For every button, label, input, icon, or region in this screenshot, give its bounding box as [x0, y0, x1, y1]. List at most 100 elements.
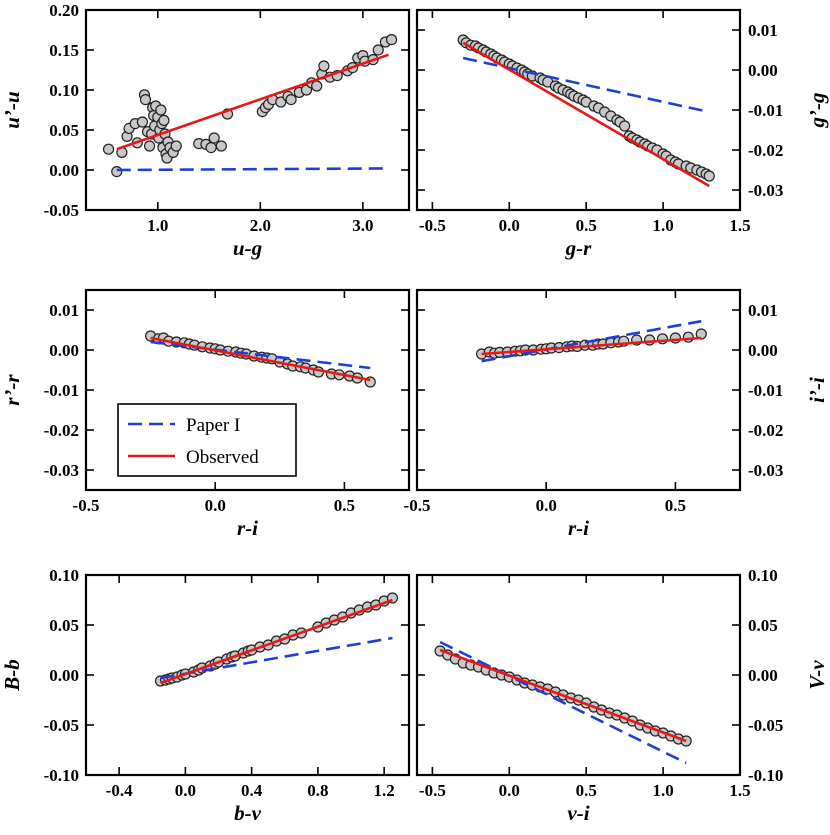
x-tick-label: 1.0: [652, 781, 673, 800]
plot-frame: [84, 573, 411, 777]
data-layer: [434, 640, 692, 765]
data-point: [143, 140, 156, 152]
plot-frame: [84, 288, 411, 492]
y-tick-label: -0.02: [748, 421, 783, 440]
data-point: [385, 33, 398, 46]
data-point: [372, 44, 384, 56]
x-tick-label: 0.8: [307, 781, 328, 800]
data-point: [215, 140, 227, 152]
y-tick-label: 0.01: [49, 301, 79, 320]
x-tick-label: 1.5: [729, 216, 750, 235]
x-tick-label: 0.0: [499, 216, 520, 235]
y-axis-label: V-v: [805, 660, 829, 690]
x-axis-label: g-r: [565, 236, 592, 260]
data-point: [682, 331, 694, 343]
x-tick-label: -0.5: [73, 496, 100, 515]
y-tick-label: 0.15: [49, 41, 79, 60]
y-axis-label: g’-g: [805, 93, 829, 129]
y-tick-label: -0.05: [44, 716, 79, 735]
y-tick-label: 0.00: [748, 666, 778, 685]
y-tick-label: 0.20: [49, 1, 79, 20]
data-point: [111, 166, 123, 178]
x-axis-label: r-i: [568, 516, 589, 540]
observed-fit-line: [439, 648, 687, 743]
data-point: [275, 96, 287, 108]
data-point: [139, 93, 152, 106]
y-tick-label: -0.01: [748, 101, 783, 120]
legend-paper-label: Paper I: [186, 415, 240, 436]
x-tick-label: -0.4: [106, 781, 133, 800]
data-point: [136, 116, 148, 128]
observed-fit-line: [481, 336, 702, 356]
x-tick-label: 1.5: [729, 781, 750, 800]
y-tick-label: -0.10: [44, 766, 79, 785]
x-tick-label: 0.4: [241, 781, 263, 800]
y-tick-label: -0.05: [44, 201, 79, 220]
y-tick-label: 0.00: [49, 161, 79, 180]
x-axis-label: r-i: [237, 516, 258, 540]
data-layer: [102, 33, 398, 178]
y-tick-label: 0.10: [49, 566, 79, 585]
legend: Paper I Observed: [117, 403, 297, 477]
y-tick-label: 0.00: [49, 666, 79, 685]
y-tick-label: 0.10: [748, 566, 778, 585]
panel-gr: -0.5 0.0 0.5 1.0 1.5 -0.03 -0.02 -0.01 0.00 0.01 g…: [415, 8, 829, 260]
data-point: [669, 332, 682, 344]
x-tick-label: 0.0: [499, 781, 520, 800]
data-point: [285, 93, 297, 106]
data-layer: [154, 592, 399, 687]
y-axis-label: i’-i: [805, 377, 829, 403]
plot-frame: [415, 573, 742, 777]
x-tick-label: 0.5: [334, 496, 355, 515]
plot-frame: [415, 288, 742, 492]
panel-ri_left: -0.5 0.0 0.5 -0.03 -0.02 -0.01 0.00 0.01 r-i r’-r: [0, 288, 411, 540]
y-tick-label: 0.10: [49, 81, 79, 100]
x-tick-label: -0.5: [419, 781, 446, 800]
x-tick-label: 0.0: [175, 781, 196, 800]
x-tick-label: 0.0: [536, 496, 557, 515]
y-tick-label: -0.03: [748, 461, 783, 480]
data-point: [170, 140, 182, 152]
data-point: [155, 104, 167, 116]
paper-i-line: [439, 640, 687, 765]
paper-i-line: [116, 167, 389, 172]
paper-i-line: [150, 340, 371, 370]
x-tick-label: 0.0: [205, 496, 226, 515]
panel-ug: 1.0 2.0 3.0 -0.05 0.00 0.05 0.10 0.15 0.20 u-g u’-…: [0, 1, 411, 260]
data-point: [208, 132, 220, 144]
y-tick-label: 0.01: [748, 301, 778, 320]
y-tick-label: -0.01: [748, 381, 783, 400]
paper-i-line: [160, 636, 393, 680]
panel-ri_right: -0.5 0.0 0.5 -0.03 -0.02 -0.01 0.00 0.01 r-i i’-i: [404, 288, 829, 540]
paper-i-line: [481, 319, 702, 363]
data-point: [158, 114, 170, 127]
y-tick-label: 0.01: [748, 21, 778, 40]
data-point: [102, 143, 115, 155]
x-axis-label: u-g: [233, 236, 262, 260]
x-tick-label: 3.0: [352, 216, 373, 235]
y-tick-label: 0.05: [748, 616, 778, 635]
panel-bv: -0.4 0.0 0.4 0.8 1.2 -0.10 -0.05 0.00 0.05 0.10 b-…: [0, 566, 411, 825]
x-tick-label: 0.5: [576, 216, 597, 235]
x-axis-label: v-i: [567, 801, 589, 825]
observed-fit-line: [116, 53, 389, 151]
x-axis-label: b-v: [234, 801, 261, 825]
y-tick-label: 0.05: [49, 121, 79, 140]
data-layer: [145, 330, 376, 388]
plot-frame: [415, 8, 742, 212]
data-point: [205, 142, 217, 154]
x-tick-label: -0.5: [404, 496, 431, 515]
x-tick-label: 0.5: [576, 781, 597, 800]
observed-fit-line: [150, 336, 371, 382]
y-axis-label: u’-u: [0, 91, 24, 128]
observed-fit-line: [160, 598, 393, 685]
plot-frame: [84, 8, 411, 212]
data-point: [703, 170, 715, 182]
data-point: [311, 80, 323, 92]
y-tick-label: 0.00: [748, 341, 778, 360]
y-tick-label: -0.03: [748, 181, 783, 200]
data-layer: [457, 34, 715, 188]
data-layer: [476, 319, 707, 363]
x-tick-label: 2.0: [250, 216, 271, 235]
